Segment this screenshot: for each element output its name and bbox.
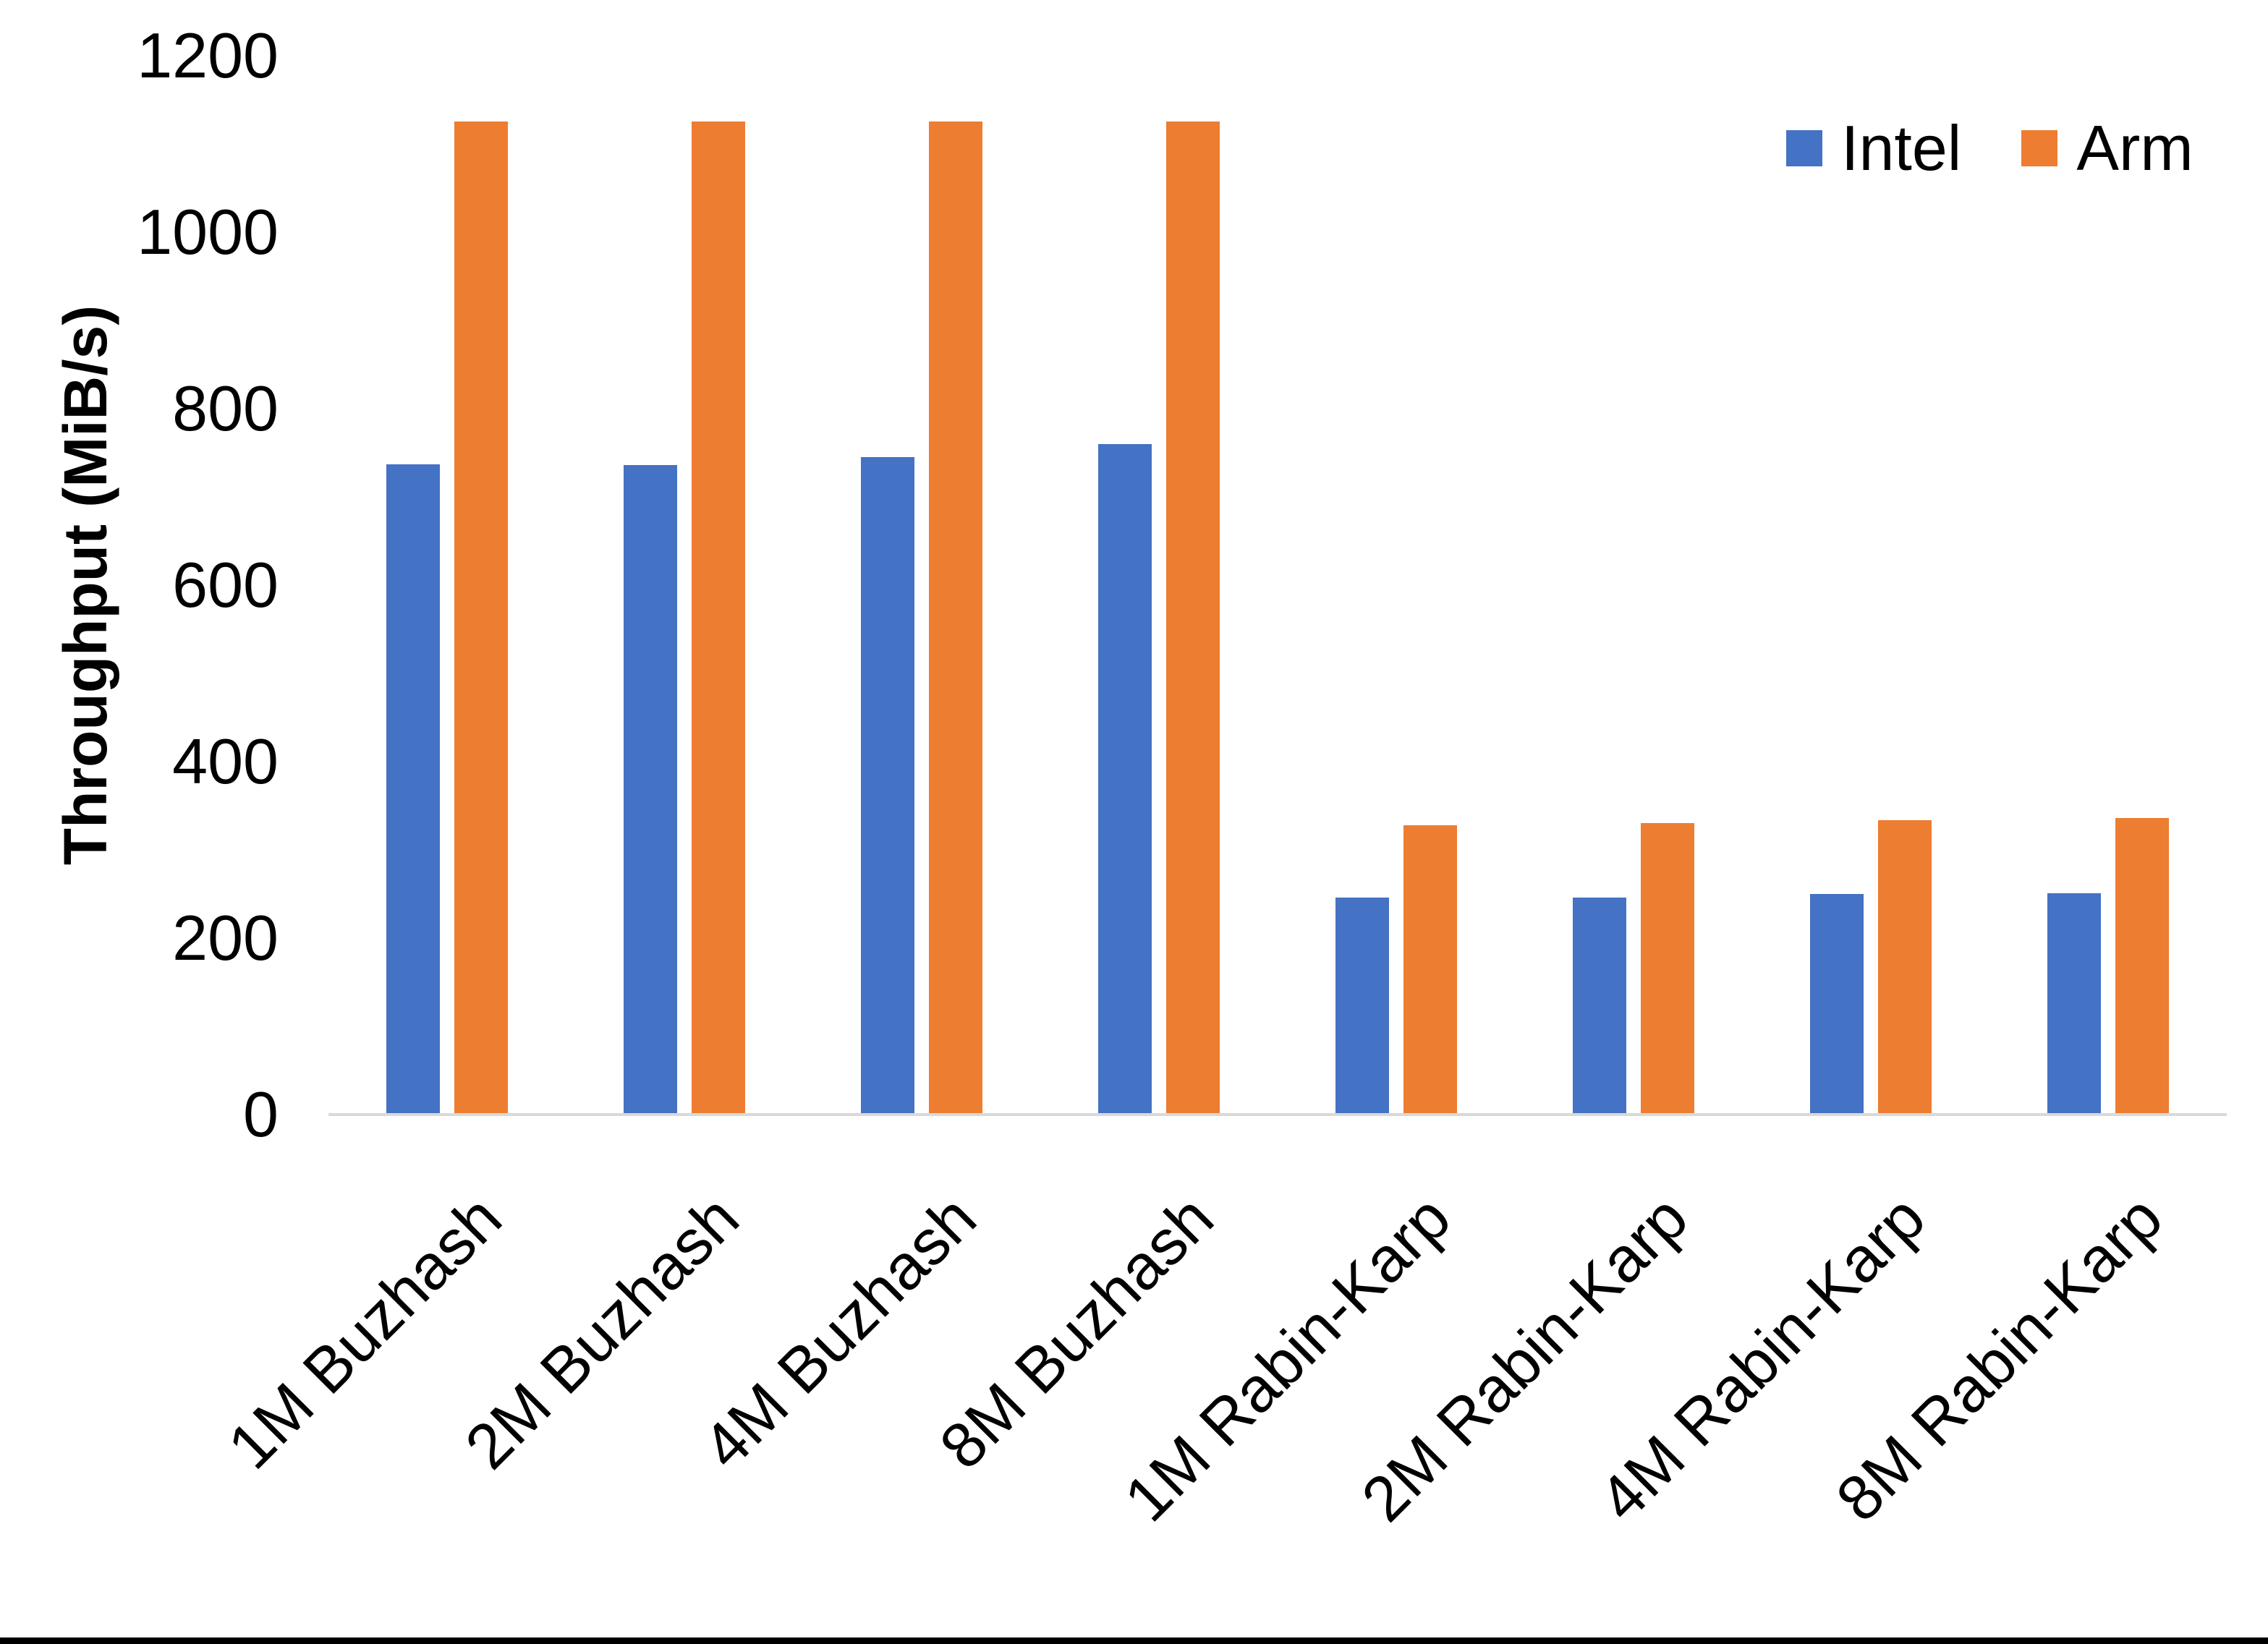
legend: Intel Arm — [1786, 114, 2193, 182]
bottom-border-bar — [0, 1637, 2268, 1644]
y-tick-800: 800 — [172, 372, 279, 444]
bar-intel-1m-rabin-karp — [1335, 898, 1389, 1115]
legend-item-arm: Arm — [2021, 114, 2193, 182]
bar-intel-4m-rabin-karp — [1810, 894, 1864, 1115]
y-tick-200: 200 — [172, 902, 279, 974]
bar-arm-2m-rabin-karp — [1641, 823, 1694, 1115]
legend-swatch-intel — [1786, 130, 1822, 166]
bar-intel-4m-buzhash — [861, 457, 914, 1115]
y-tick-0: 0 — [243, 1078, 279, 1150]
bar-arm-4m-buzhash — [929, 122, 982, 1115]
y-tick-1200: 1200 — [137, 20, 279, 91]
y-tick-600: 600 — [172, 549, 279, 621]
x-axis-line — [328, 1113, 2227, 1116]
legend-item-intel: Intel — [1786, 114, 1961, 182]
bar-arm-1m-rabin-karp — [1403, 825, 1457, 1115]
bar-intel-8m-buzhash — [1098, 444, 1152, 1115]
bar-arm-8m-rabin-karp — [2115, 818, 2169, 1115]
legend-label-intel: Intel — [1841, 112, 1962, 184]
bar-intel-2m-rabin-karp — [1573, 898, 1626, 1115]
y-tick-1000: 1000 — [137, 196, 279, 268]
bar-arm-2m-buzhash — [692, 122, 745, 1115]
bar-intel-8m-rabin-karp — [2047, 893, 2101, 1115]
bar-intel-2m-buzhash — [624, 465, 677, 1115]
bar-arm-1m-buzhash — [454, 122, 508, 1115]
legend-swatch-arm — [2021, 130, 2058, 166]
bar-arm-4m-rabin-karp — [1878, 820, 1932, 1115]
y-tick-400: 400 — [172, 725, 279, 797]
legend-label-arm: Arm — [2076, 112, 2193, 184]
bar-arm-8m-buzhash — [1166, 122, 1220, 1115]
bar-intel-1m-buzhash — [386, 464, 440, 1115]
